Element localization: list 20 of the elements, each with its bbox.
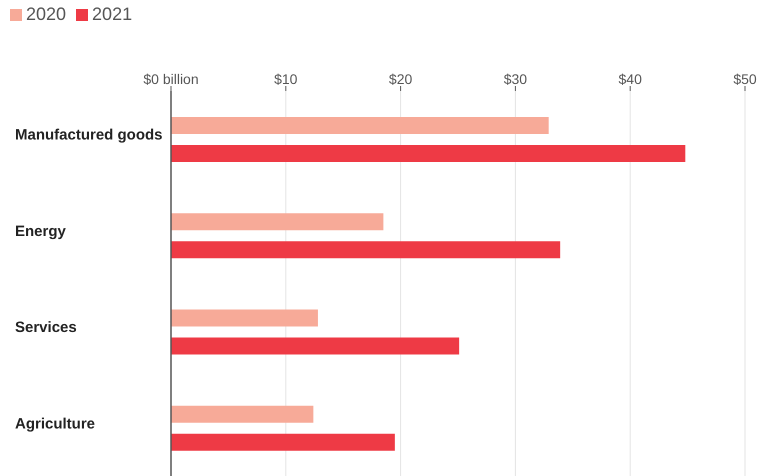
y-tick-label: Services <box>15 319 77 336</box>
bar <box>171 406 314 423</box>
legend-label: 2020 <box>26 4 66 24</box>
x-tick-label: $20 <box>388 71 412 87</box>
bar <box>171 145 686 162</box>
bar <box>171 310 318 326</box>
x-tick-label: $0 billion <box>143 71 199 87</box>
x-tick-label: $40 <box>618 71 642 87</box>
y-tick-label: Energy <box>15 222 67 240</box>
bar <box>171 434 395 451</box>
bar <box>171 213 384 230</box>
bar <box>171 241 560 258</box>
x-tick-label: $10 <box>274 71 298 87</box>
bar <box>171 117 549 134</box>
x-tick-label: $30 <box>504 71 528 87</box>
y-tick-label: Agriculture <box>15 415 96 432</box>
x-tick-label: $50 <box>733 71 757 87</box>
y-tick-label: Manufactured goods <box>15 126 163 144</box>
legend-label: 2021 <box>92 4 132 24</box>
bar <box>171 338 460 354</box>
